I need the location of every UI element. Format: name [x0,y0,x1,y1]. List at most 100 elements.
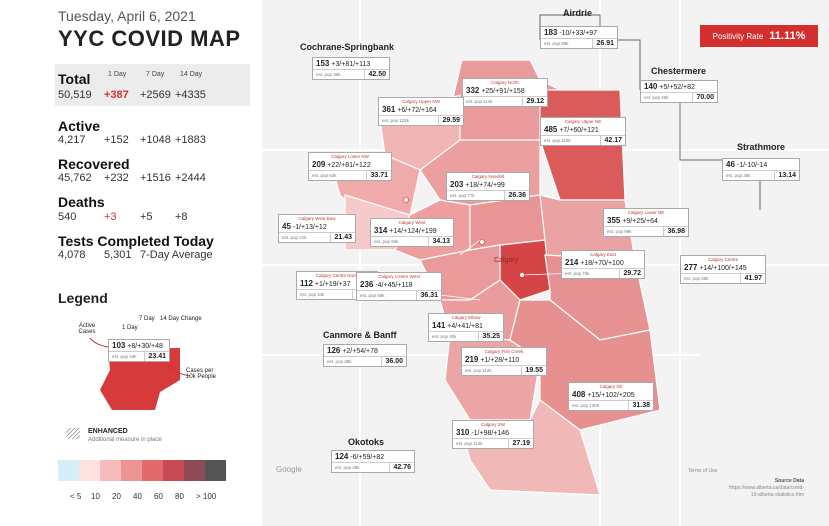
legend-example-badge: 103 +8/+30/+48 est. pop 44k 23.41 [108,339,170,362]
badge-pop: est. pop 35k [327,359,352,364]
badge-cases: 332 [466,86,480,95]
calgary-map-label: Calgary [494,257,519,264]
badge-cases: 46 [726,160,735,169]
tests-average-label: 7-Day Average [140,249,213,261]
terms-link[interactable]: Terms of Use [688,468,718,474]
badge-fishcreek[interactable]: Calgary Fish Creek 219 +1/+28/+110 est. po… [461,347,547,376]
badge-cases: 277 [684,263,698,272]
badge-cases: 124 [335,452,349,461]
deaths-label: Deaths [58,194,105,210]
tests-value: 4,078 [58,249,86,261]
badge-pop: est. pop 130k [572,403,600,408]
badge-rate: 42.17 [600,136,625,145]
deaths-14day: +8 [175,211,188,223]
badge-rate: 36.31 [416,291,441,300]
scale-swatch [163,460,184,481]
badge-change: +18/+74/+99 [465,182,505,189]
badge-cochrane[interactable]: 153 +3/+81/+113 est. pop 36k 42.50 [312,57,390,80]
badge-rate: 36.00 [381,357,406,366]
badge-rate: 31.38 [628,401,653,410]
badge-rate: 35.25 [478,332,503,341]
badge-elbow[interactable]: Calgary Elbow 141 +4/+41/+81 est. pop 40k 3… [428,313,504,342]
legend-7day-label: 7 Day [139,316,155,322]
badge-cases: 314 [374,226,388,235]
badge-centre[interactable]: Calgary Centre 277 +14/+100/+145 est. pop … [680,255,766,284]
page-title: YYC COVID MAP [58,26,241,51]
badge-change: +9/+25/+64 [622,218,658,225]
recovered-value: 45,762 [58,172,92,184]
legend-1day-label: 1 Day [122,325,138,331]
date: Tuesday, April 6, 2021 [58,8,196,24]
badge-rate: 13.14 [774,171,799,180]
scale-swatch [121,460,142,481]
badge-cases: 203 [450,180,464,189]
badge-cases: 153 [316,59,330,68]
scale-swatch [100,460,121,481]
badge-change: -4/+45/+118 [375,282,413,289]
enhanced-hatch-icon [66,428,80,439]
badge-upperne[interactable]: Calgary Upper NE 485 +7/+60/+121 est. pop … [540,117,626,146]
region-title-cochrane: Cochrane-Springbank [300,42,395,52]
badge-cases: 209 [312,160,326,169]
badge-change: +25/+91/+158 [481,88,525,95]
source-url[interactable]: https://www.alberta.ca/data/covid-19-alb… [729,485,804,498]
region-title-airdrie: Airdrie [563,8,593,18]
badge-rate: 21.43 [330,233,355,242]
badge-se[interactable]: Calgary SE 408 +15/+102/+205 est. pop 130k… [568,382,654,411]
total-value: 50,519 [58,89,92,101]
badge-change: +3/+81/+113 [331,61,371,68]
badge-cases: 361 [382,105,396,114]
badge-pop: est. pop 115k [544,138,571,143]
badge-strathmore[interactable]: 46 -1/-10/-14 est. pop 35k 13.14 [722,158,800,181]
badge-rate: 41.97 [740,274,765,283]
badge-cases: 140 [644,82,658,91]
badge-pop: est. pop 44k [300,292,325,297]
google-logo: Google [276,465,302,474]
badge-chestermere[interactable]: 140 +5/+52/+82 est. pop 20k 70.00 [640,80,718,103]
badge-west[interactable]: Calgary West 314 +14/+124/+199 est. pop 92… [370,218,454,247]
badge-nosehill[interactable]: Calgary Nosehill 203 +18/+74/+99 est. pop … [446,172,530,201]
legend-example-change: +8/+30/+48 [127,343,163,350]
badge-pop: est. pop 66k [684,276,709,281]
legend-shape [89,337,191,410]
badge-lowerne[interactable]: Calgary Lower NE 355 +9/+25/+64 est. pop 9… [603,208,689,237]
deaths-7day: +5 [140,211,153,223]
legend-14day-label: 14 Day Change [160,316,202,322]
active-label: Active [58,118,101,134]
badge-pop: est. pop 21k [282,235,307,240]
badge-cases: 236 [360,280,374,289]
badge-sw[interactable]: Calgary SW 310 -1/+98/+146 est. pop 114k 27… [452,420,534,449]
badge-pop: est. pop 114k [456,441,483,446]
scale-label: > 100 [196,492,217,501]
badge-cases: 355 [607,216,621,225]
badge-okotoks[interactable]: 124 -6/+59/+82 est. pop 29k 42.76 [331,450,415,473]
badge-rate: 36.98 [663,227,688,236]
badge-lowernw[interactable]: Calgary Lower NW 209 +22/+81/+122 est. pop… [308,152,392,181]
badge-rate: 29.72 [619,269,644,278]
positivity-value: 11.11% [769,30,806,42]
badge-cases: 408 [572,390,586,399]
badge-westbow[interactable]: Calgary West Bow 45 -1/+13/+12 est. pop 21… [278,214,356,243]
badge-east[interactable]: Calgary East 214 +18/+70/+100 est. pop 72k… [561,250,645,279]
badge-name: Calgary Fish Creek [484,349,524,354]
deaths-1day: +3 [104,211,117,223]
badge-change: +14/+124/+199 [389,228,437,235]
badge-canmore[interactable]: 126 +2/+54/+78 est. pop 35k 36.00 [323,344,407,367]
scale-label: 40 [133,492,142,501]
badge-rate: 70.00 [692,93,717,102]
badge-pop: est. pop 68k [544,41,569,46]
badge-pop: est. pop 62k [312,173,337,178]
active-14day: +1883 [175,134,206,146]
enhanced-label: ENHANCED [88,428,128,435]
badge-north[interactable]: Calgary North 332 +25/+91/+158 est. pop 11… [462,78,548,107]
enhanced-note: Additional measure in place [88,437,162,443]
total-14day: +4335 [175,89,206,101]
total-box [55,64,250,106]
badge-centrewest[interactable]: Calgary Centre West 236 -4/+45/+118 est. p… [356,272,442,301]
badge-name: Calgary Elbow [451,315,481,320]
badge-name: Calgary West Bow [298,216,336,221]
badge-airdrie[interactable]: 183 -10/+33/+97 est. pop 68k 26.91 [540,26,618,49]
tests-label: Tests Completed Today [58,233,214,249]
badge-change: -1/+13/+12 [292,224,327,231]
badge-uppernw[interactable]: Calgary Upper NW 361 +6/+72/+164 est. pop … [378,97,464,126]
